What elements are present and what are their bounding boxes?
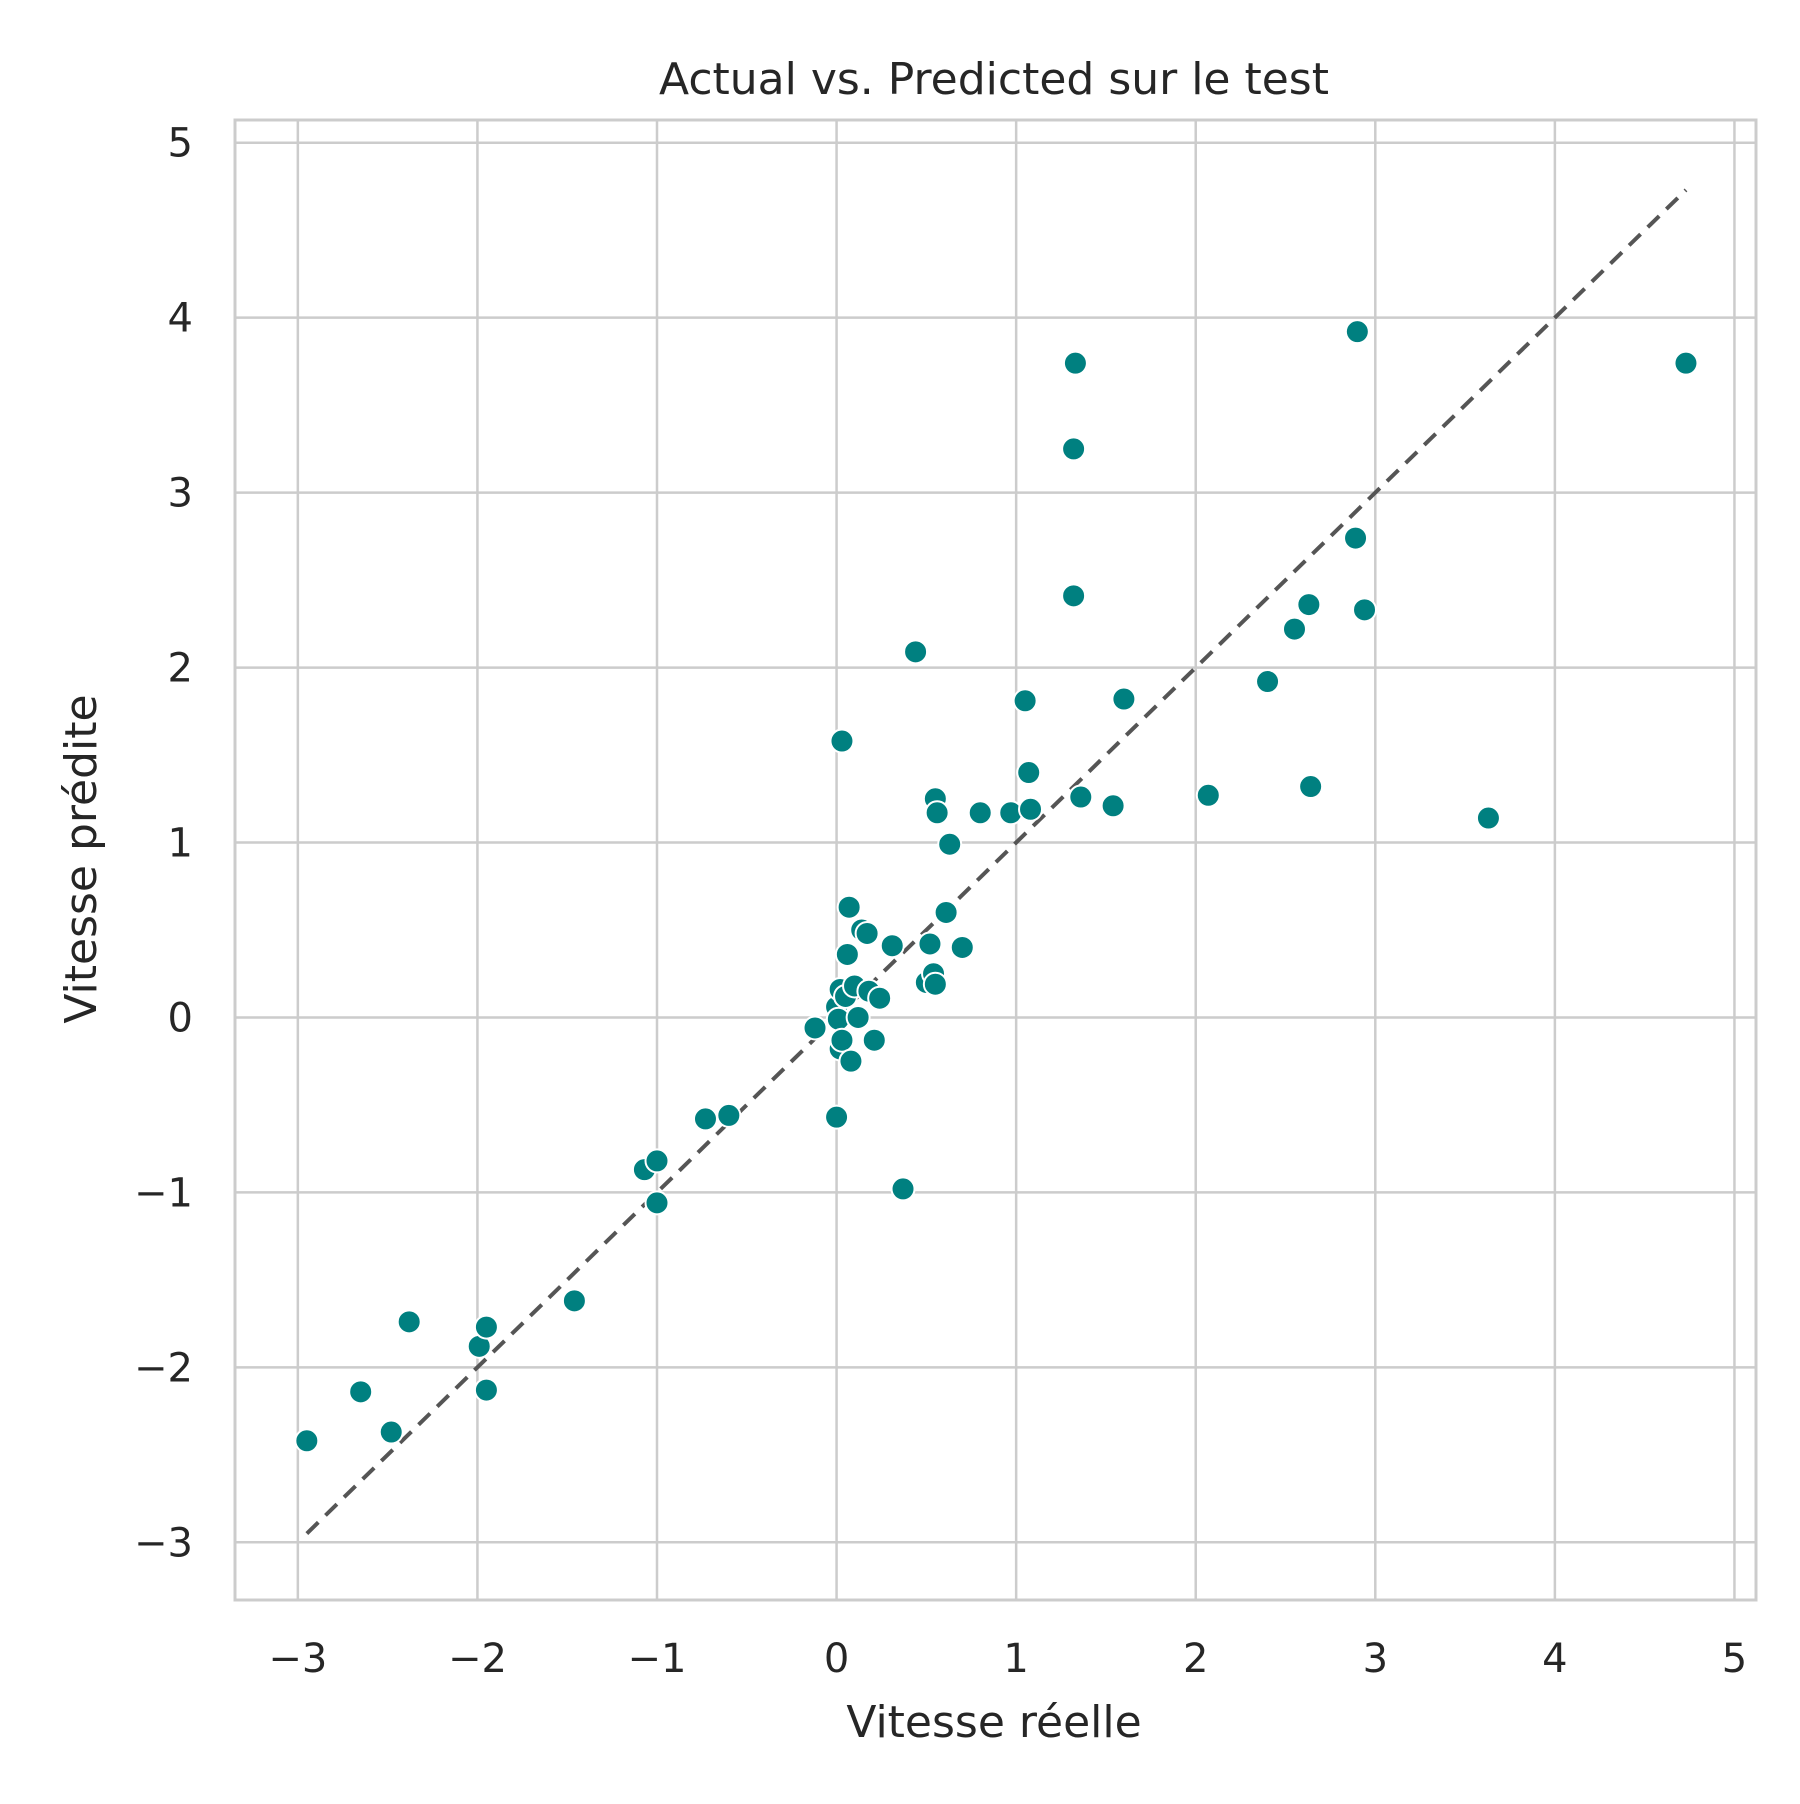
scatter-point [473,1377,499,1403]
x-tick-label: 3 [1363,1636,1388,1682]
scatter-point [1068,784,1094,810]
scatter-point [845,1004,871,1030]
scatter-point [1298,774,1324,800]
scatter-point [396,1309,422,1335]
scatter-point [1061,436,1087,462]
scatter-point [1344,319,1370,345]
scatter-point [348,1379,374,1405]
reference-line [305,188,1688,1535]
scatter-point [829,728,855,754]
scatter-point [1016,760,1042,786]
y-tick-label: −2 [134,1345,193,1391]
y-tick-label: −1 [134,1170,193,1216]
y-tick-label: 2 [168,646,193,692]
y-tick-label: 1 [168,821,193,867]
y-tick-label: 4 [168,296,193,342]
chart-title: Actual vs. Predicted sur le test [659,54,1329,105]
scatter-point [1475,805,1501,831]
y-tick-label: 3 [168,471,193,517]
scatter-point [1111,686,1137,712]
scatter-point [903,639,929,665]
scatter-point [924,800,950,826]
scatter-point [1012,688,1038,714]
scatter-point [967,800,993,826]
scatter-point [1352,597,1378,623]
scatter-point [1296,592,1322,618]
scatter-point [933,899,959,925]
scatter-point [1062,350,1088,376]
x-tick-label: 2 [1183,1636,1208,1682]
scatter-point [834,941,860,967]
scatter-point [917,931,943,957]
scatter-point [890,1176,916,1202]
y-axis-ticks: −3 −2 −1 0 1 2 3 4 5 [134,121,193,1567]
scatter-point [1100,793,1126,819]
plot-frame [233,118,1758,1602]
x-tick-label: −2 [448,1636,507,1682]
scatter-point [1255,669,1281,695]
scatter-point [294,1428,320,1454]
scatter-point [644,1190,670,1216]
scatter-point [922,971,948,997]
x-tick-label: −3 [268,1636,327,1682]
y-tick-label: 5 [168,121,193,167]
x-tick-label: 5 [1722,1636,1747,1682]
scatter-point [829,1027,855,1053]
scatter-point [861,1027,887,1053]
y-tick-label: 0 [168,995,193,1041]
scatter-point [937,831,963,857]
scatter-point [802,1015,828,1041]
y-tick-label: −3 [134,1520,193,1566]
data-points [294,319,1699,1454]
scatter-point [1018,796,1044,822]
x-axis-ticks: −3 −2 −1 0 1 2 3 4 5 [268,1636,1747,1682]
x-tick-label: −1 [628,1636,687,1682]
scatter-point [1195,782,1221,808]
scatter-point [716,1102,742,1128]
scatter-point [378,1419,404,1445]
scatter-point [1281,616,1307,642]
scatter-point [1061,583,1087,609]
y-axis-label: Vitesse prédite [56,694,107,1023]
scatter-point [838,1048,864,1074]
scatter-point [692,1106,718,1132]
scatter-point [867,985,893,1011]
scatter-point [561,1288,587,1314]
scatter-point [854,920,880,946]
grid-lines [235,120,1756,1600]
x-tick-label: 0 [824,1636,849,1682]
x-tick-label: 4 [1542,1636,1567,1682]
scatter-point [473,1314,499,1340]
scatter-point [879,933,905,959]
x-axis-label: Vitesse réelle [846,1697,1141,1748]
scatter-point [1343,525,1369,551]
x-tick-label: 1 [1003,1636,1028,1682]
scatter-point [644,1148,670,1174]
scatter-point [824,1104,850,1130]
scatter-point [836,894,862,920]
scatter-point [1673,350,1699,376]
scatter-point [949,934,975,960]
